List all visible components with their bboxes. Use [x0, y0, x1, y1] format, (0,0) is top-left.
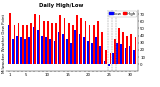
Bar: [62, 34, 64, 64]
Bar: [28, 37, 30, 64]
Bar: [104, 61, 105, 64]
Bar: [37, 30, 39, 64]
Bar: [122, 32, 124, 64]
Bar: [43, 21, 44, 64]
Bar: [49, 39, 51, 64]
Bar: [105, 50, 107, 64]
Bar: [135, 37, 136, 64]
Bar: [24, 39, 26, 64]
Bar: [101, 32, 103, 64]
Bar: [34, 14, 36, 64]
Bar: [47, 21, 49, 64]
Bar: [114, 39, 116, 64]
Bar: [18, 23, 19, 64]
Bar: [84, 21, 86, 64]
Bar: [45, 37, 47, 64]
Bar: [20, 37, 22, 64]
Bar: [133, 50, 135, 64]
Bar: [116, 43, 118, 64]
Bar: [118, 28, 120, 64]
Bar: [64, 18, 65, 64]
Bar: [100, 46, 101, 64]
Bar: [87, 41, 89, 64]
Bar: [54, 41, 55, 64]
Bar: [39, 15, 40, 64]
Bar: [126, 35, 128, 64]
Bar: [91, 43, 93, 64]
Bar: [70, 43, 72, 64]
Bar: [72, 25, 74, 64]
Bar: [89, 25, 90, 64]
Bar: [129, 46, 131, 64]
Bar: [95, 37, 97, 64]
Bar: [60, 15, 61, 64]
Bar: [66, 39, 68, 64]
Bar: [41, 35, 43, 64]
Bar: [33, 27, 34, 64]
Bar: [68, 23, 70, 64]
Text: Daily High/Low: Daily High/Low: [39, 3, 83, 8]
Bar: [131, 34, 132, 64]
Bar: [13, 25, 15, 64]
Bar: [9, 13, 11, 64]
Bar: [8, 25, 9, 64]
Bar: [80, 18, 82, 64]
Bar: [55, 23, 57, 64]
Bar: [16, 35, 18, 64]
Bar: [30, 23, 32, 64]
Bar: [26, 25, 28, 64]
Bar: [22, 25, 24, 64]
Bar: [93, 25, 95, 64]
Text: Milwaukee Weather Dew Point: Milwaukee Weather Dew Point: [2, 14, 6, 73]
Bar: [108, 64, 110, 66]
Legend: Low, High: Low, High: [108, 11, 137, 17]
Bar: [120, 44, 122, 64]
Bar: [12, 39, 13, 64]
Bar: [76, 15, 78, 64]
Bar: [74, 30, 76, 64]
Bar: [112, 53, 114, 64]
Bar: [79, 34, 80, 64]
Bar: [97, 21, 99, 64]
Bar: [83, 37, 84, 64]
Bar: [125, 48, 126, 64]
Bar: [58, 32, 60, 64]
Bar: [110, 53, 111, 64]
Bar: [51, 23, 53, 64]
